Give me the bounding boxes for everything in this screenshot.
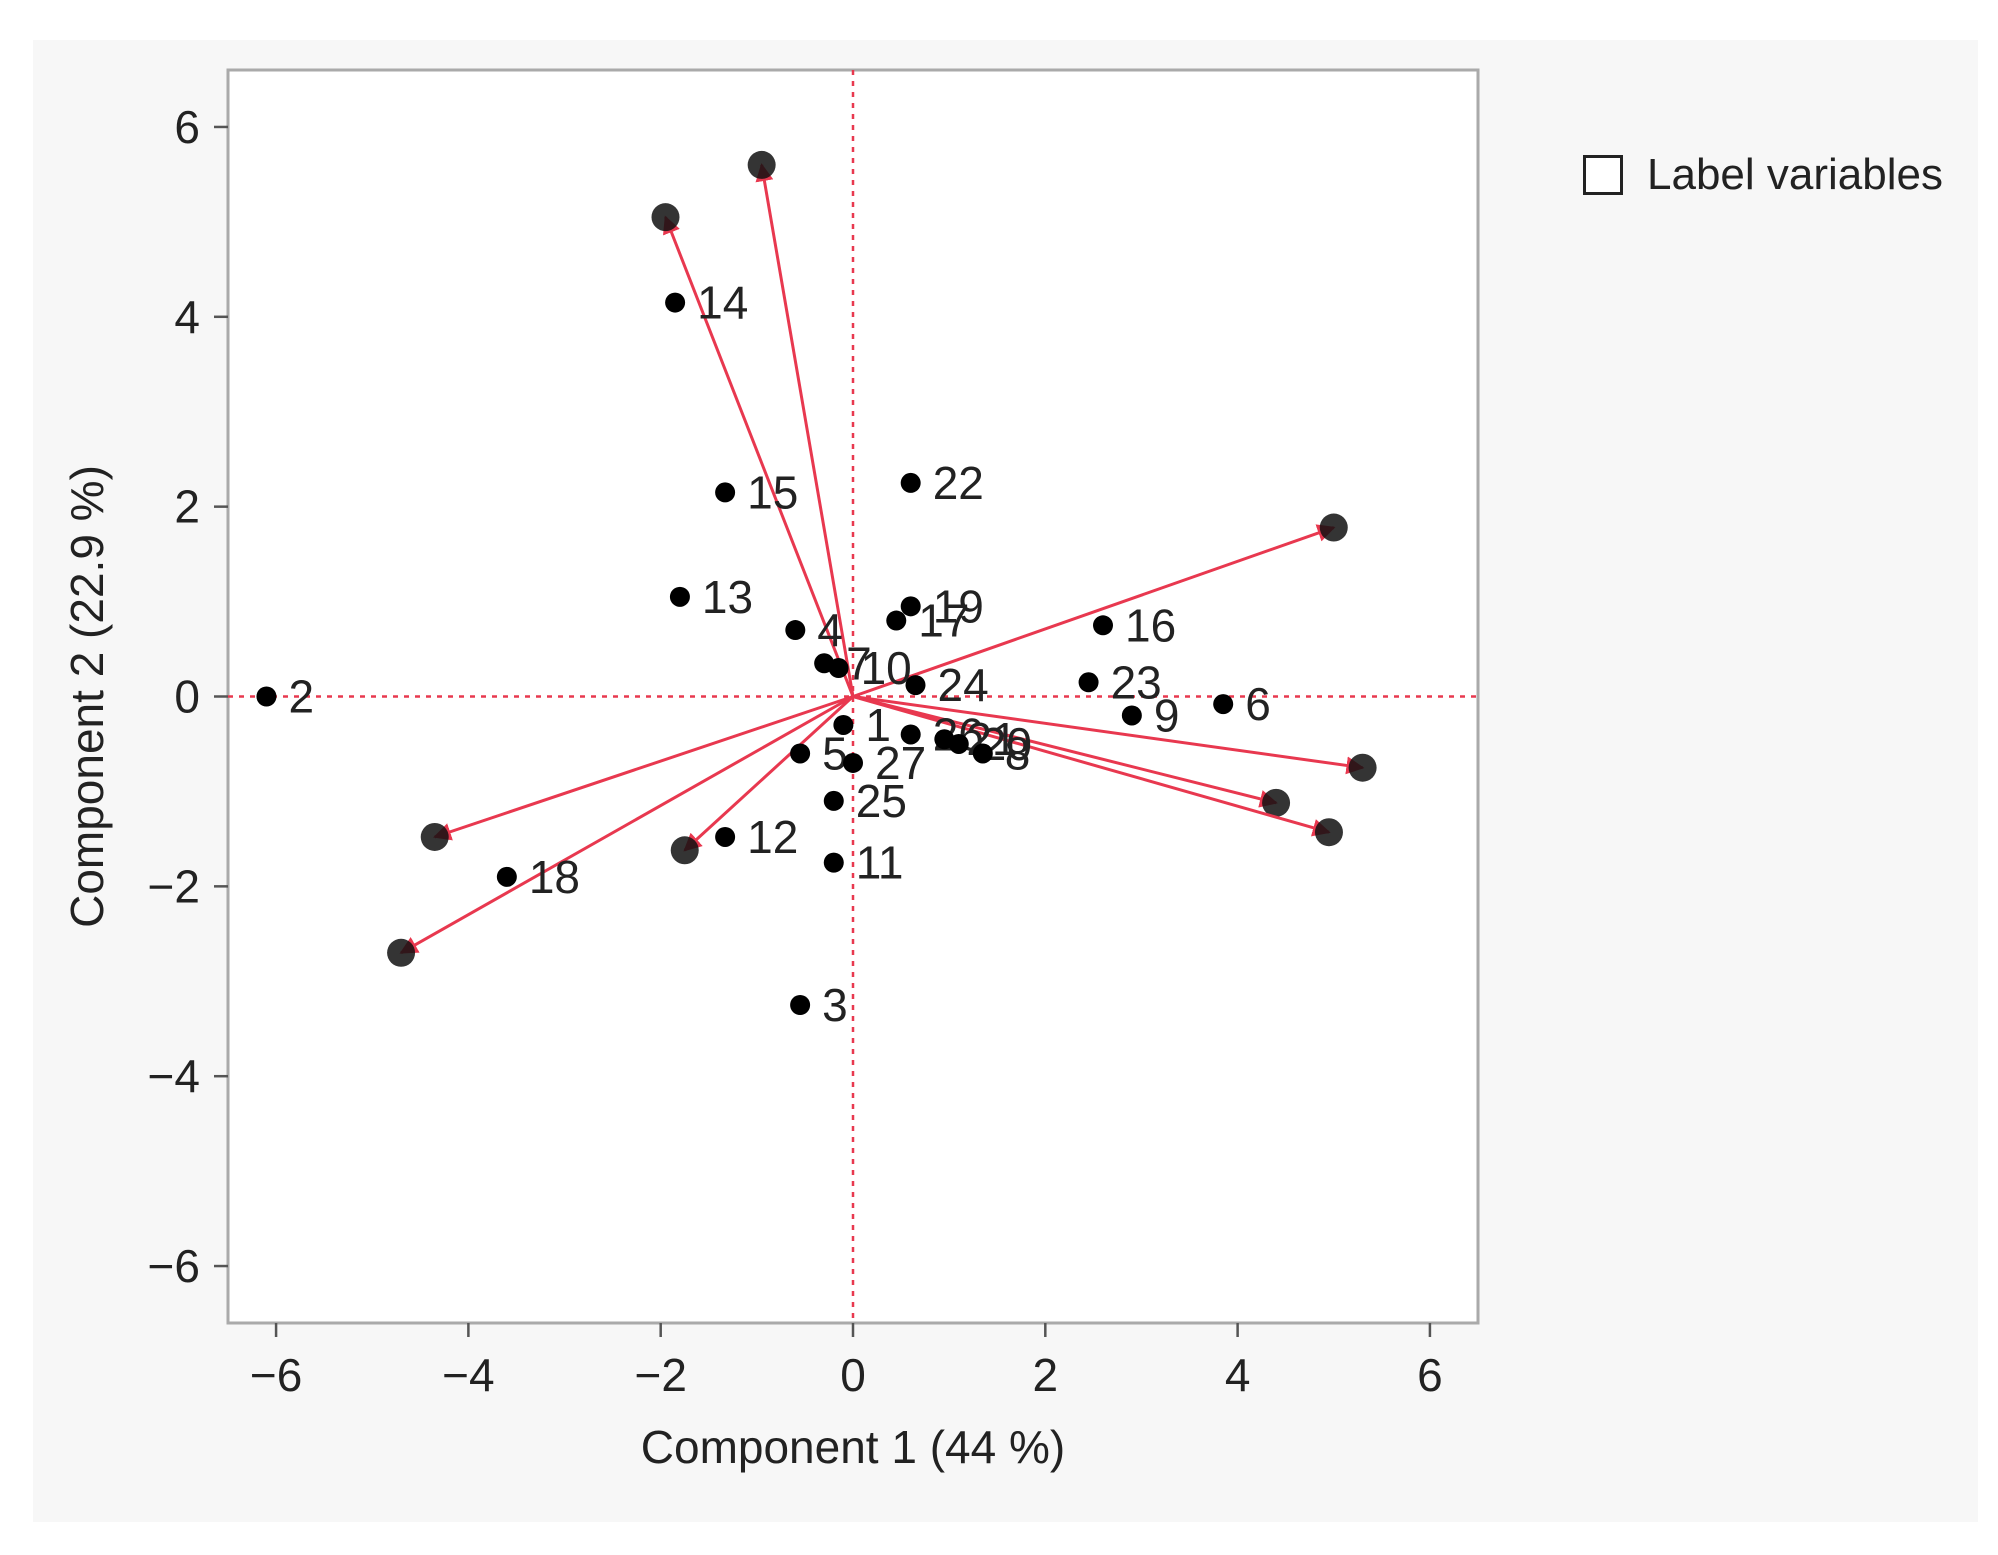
point-label: 4 [817,604,843,656]
loading-arrow-tip [1314,818,1343,847]
point-label: 9 [1154,689,1180,741]
point-label: 1 [865,699,891,751]
loading-arrow [399,695,854,955]
x-tick-label: −4 [442,1349,494,1401]
point-label: 12 [747,811,798,863]
x-tick-label: 2 [1033,1349,1059,1401]
chart-panel: −6 −4 −2 0 2 4 6 6 4 2 0 −2 −4 −6 2 14 15 13 22 19 17 16 4 7 10… [33,40,1978,1522]
score-point [665,292,686,313]
score-point [900,596,921,617]
point-label: 16 [1125,599,1176,651]
point-label: 2 [288,671,314,723]
point-label: 24 [938,659,989,711]
y-tick-label: 4 [174,291,200,343]
score-point [905,675,926,696]
score-point [1078,672,1099,693]
x-tick-label: −2 [634,1349,686,1401]
point-label: 3 [822,979,848,1031]
x-tick-label: −6 [250,1349,302,1401]
loading-arrow-tip [670,836,699,865]
score-point [715,482,736,503]
score-point [790,743,811,764]
loading-arrow [852,695,1331,837]
score-point [900,472,921,493]
score-point [496,866,517,887]
label-variables-label: Label variables [1647,150,1943,199]
score-point [823,790,844,811]
score-point [1213,694,1234,715]
loading-arrow [683,695,855,852]
point-label: 13 [702,571,753,623]
loading-arrow [663,215,855,698]
point-label: 27 [875,737,926,789]
label-variables-checkbox[interactable] [1583,155,1623,195]
loading-arrow-tip [1348,753,1377,782]
y-tick-label: −6 [148,1240,200,1292]
score-point [669,586,690,607]
score-point [886,610,907,631]
x-tick-label: 4 [1225,1349,1251,1401]
score-point [972,743,993,764]
score-point [833,714,854,735]
score-point [785,620,806,641]
point-label: 7 [846,637,872,689]
x-axis-title: Component 1 (44 %) [641,1421,1065,1473]
loading-arrow-tip [651,203,680,232]
point-label: 20 [981,718,1032,770]
loading-arrow [852,695,1278,808]
loading-arrow [852,524,1336,698]
point-label: 25 [856,775,907,827]
point-label: 5 [822,727,848,779]
y-tick-label: 2 [174,481,200,533]
score-point [1093,615,1113,636]
score-point [715,826,736,847]
score-point [823,852,844,873]
score-point [948,733,969,754]
loading-arrow-tip [747,150,776,179]
point-label: 22 [933,457,984,509]
label-variables-toggle[interactable]: Label variables [1583,150,1943,200]
loading-arrow [433,695,854,841]
score-point [843,752,863,773]
point-label: 8 [1005,727,1031,779]
x-tick-label: 0 [840,1349,866,1401]
score-point [828,658,849,679]
y-axis-title: Component 2 (22.9 %) [61,465,113,928]
loading-arrow-tip [1319,513,1348,542]
y-tick-label: 6 [174,101,200,153]
loading-arrow [852,695,1365,775]
point-label: 17 [918,595,969,647]
loading-arrow-tip [1262,788,1291,817]
y-tick-label: 0 [174,671,200,723]
loading-arrow [755,163,855,697]
point-label: 6 [1245,678,1271,730]
score-point [900,724,921,745]
score-point [256,686,277,707]
y-tick-label: −2 [148,860,200,912]
point-label: 15 [747,466,798,518]
loading-arrow-tip [387,938,416,967]
point-label: 14 [697,277,748,329]
point-label: 18 [529,851,580,903]
point-label: 10 [861,642,912,694]
point-label: 23 [1111,656,1162,708]
point-label: 11 [856,837,904,889]
y-tick-label: −4 [148,1050,200,1102]
x-tick-label: 6 [1417,1349,1443,1401]
loading-arrow-tip [420,822,449,851]
score-point [1121,705,1142,726]
point-label: 19 [933,580,984,632]
score-point [790,995,811,1016]
